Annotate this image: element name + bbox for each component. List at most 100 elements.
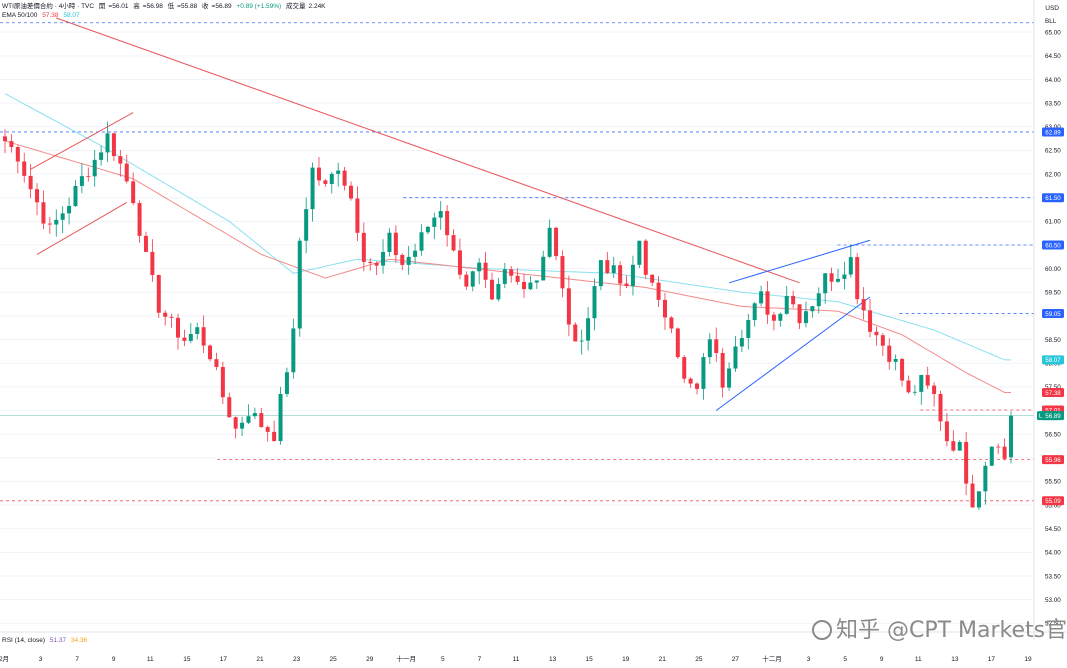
candle-body: [605, 260, 610, 274]
candle-body: [297, 240, 302, 329]
price-tick-label: 65.00: [1045, 29, 1061, 36]
candle-body: [509, 269, 514, 276]
candle-body: [701, 357, 706, 389]
candle-body: [304, 209, 309, 241]
candle-body: [515, 275, 520, 282]
candle-body: [816, 293, 821, 307]
candle-body: [502, 269, 507, 284]
candle-body: [240, 422, 245, 429]
candle-body: [381, 252, 386, 266]
rsi-value-1: 51.37: [49, 637, 67, 644]
candle-body: [252, 413, 257, 417]
time-tick-label: 9: [880, 656, 884, 663]
candle-body: [105, 133, 110, 153]
candle-body: [752, 303, 757, 321]
candle-body: [457, 250, 462, 275]
badge-label: 60.50: [1045, 242, 1061, 249]
price-tick-label: 55.00: [1045, 502, 1061, 509]
candle-body: [316, 167, 321, 181]
candle-body: [54, 219, 59, 225]
candle-body: [797, 304, 802, 324]
candle-body: [912, 391, 917, 393]
candle-body: [682, 357, 687, 379]
open-value: =56.01: [108, 3, 129, 10]
price-tick-label: 62.00: [1045, 171, 1061, 178]
candle-body: [99, 152, 104, 160]
wedge-lower-line: [715, 296, 871, 411]
price-axis: 65.0064.5064.0063.5063.0062.5062.0061.50…: [0, 0, 1067, 640]
candle-body: [176, 317, 181, 338]
price-badge: 61.50: [1042, 193, 1064, 203]
channel-lower-line: [36, 201, 127, 255]
candle-body: [118, 156, 123, 164]
candle-body: [944, 421, 949, 442]
candle-body: [919, 374, 924, 392]
candle-body: [695, 383, 700, 389]
price-tick-label: 53.00: [1045, 597, 1061, 604]
price-badge: 56.89: [1042, 411, 1064, 421]
candle-body: [784, 295, 789, 314]
candle-body: [855, 257, 860, 300]
badge-background: [1042, 411, 1064, 421]
badge-background: [1042, 193, 1064, 203]
candle-body: [163, 312, 168, 317]
candle-body: [470, 271, 475, 287]
candle-body: [214, 359, 219, 367]
price-tick-label: 64.00: [1045, 77, 1061, 84]
price-badge: 59.05: [1042, 309, 1064, 319]
candle-body: [425, 226, 430, 233]
price-tick-label: 54.00: [1045, 550, 1061, 557]
candle-body: [803, 311, 808, 324]
rsi-value-2: 34.36: [70, 637, 88, 644]
candle-body: [688, 378, 693, 384]
price-tick-label: 61.00: [1045, 219, 1061, 226]
volume-label: 成交量: [286, 3, 306, 10]
candle-body: [15, 147, 20, 162]
candle-body: [156, 275, 161, 313]
candle-body: [976, 491, 981, 508]
badge-background: [1042, 355, 1064, 365]
candle-body: [188, 333, 193, 341]
time-tick-label: 23: [293, 656, 301, 663]
time-tick-label: 17: [988, 656, 996, 663]
volume-value: 2.24K: [308, 3, 326, 10]
time-tick-label: 19: [1024, 656, 1032, 663]
candle-body: [848, 257, 853, 275]
candle-body: [714, 339, 719, 353]
candle-body: [611, 265, 616, 274]
time-tick-label: 13: [549, 656, 557, 663]
candle-body: [592, 286, 597, 319]
candle-body: [387, 232, 392, 253]
candle-body: [586, 318, 591, 341]
change-value: +0.89 (+1.59%): [236, 3, 282, 10]
price-badge: 60.50: [1042, 240, 1064, 250]
price-tick-label: 52.50: [1045, 621, 1061, 628]
time-tick-label: 25: [695, 656, 703, 663]
candle-body: [35, 189, 40, 203]
badge-background: [1042, 388, 1064, 398]
time-tick-label: 2月: [0, 655, 9, 663]
candle-body: [835, 278, 840, 282]
price-tick-label: 59.50: [1045, 290, 1061, 297]
candle-body: [938, 393, 943, 422]
price-tick-label: 63.50: [1045, 100, 1061, 107]
time-tick-label: 19: [622, 656, 630, 663]
candle-body: [598, 260, 603, 287]
wedge-upper-line: [728, 239, 871, 284]
candle-body: [208, 345, 213, 360]
candle-body: [195, 327, 200, 334]
grid-lines: [0, 31, 1034, 624]
ema-legend: EMA 50/100 57.38 58.07: [2, 11, 83, 20]
time-tick-label: 3: [39, 656, 43, 663]
ema100-value: 58.07: [63, 12, 80, 19]
candle-body: [169, 316, 174, 318]
candle-body: [246, 416, 251, 423]
candle-body: [355, 198, 360, 233]
candle-body: [419, 232, 424, 251]
low-value: =55.88: [177, 3, 198, 10]
candle-body: [925, 374, 930, 386]
time-tick-label: 11: [915, 656, 922, 663]
candle-body: [932, 385, 937, 394]
open-label: 開: [98, 3, 106, 10]
